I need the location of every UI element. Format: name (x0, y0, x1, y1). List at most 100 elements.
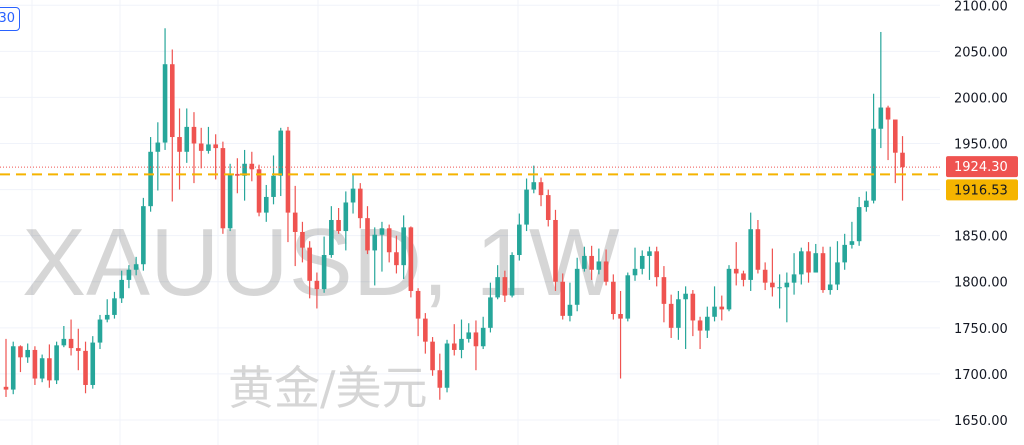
candle-body (126, 269, 132, 280)
candle-body (545, 195, 551, 220)
candle-body (437, 370, 443, 388)
candle-body (198, 143, 204, 151)
candle-body (76, 348, 81, 351)
price-badges: 1924.30 1916.53 (946, 156, 1018, 201)
y-tick-label: 2050.00 (954, 45, 1008, 60)
watermark-symbol: XAUUSD, 1W (22, 209, 620, 316)
candle-body (350, 188, 356, 203)
candle-body (285, 130, 291, 213)
candle-body (625, 275, 631, 319)
candle-body (770, 282, 775, 288)
candle-body (300, 231, 305, 248)
candle-body (61, 338, 67, 346)
candle-body (676, 299, 681, 328)
candle-body (401, 227, 406, 266)
chart-grid (0, 0, 940, 445)
candle-body (227, 173, 233, 229)
candle-body (329, 219, 334, 256)
candle-body (466, 332, 472, 339)
candle-body (560, 281, 566, 316)
candle-body (806, 251, 811, 273)
candle-body (263, 196, 269, 213)
candle-body (784, 282, 790, 288)
candle-body (249, 163, 255, 170)
candle-body (386, 228, 392, 253)
candle-body (574, 268, 580, 305)
candle-body (668, 303, 674, 328)
last-price-badge-label: 1924.30 (954, 160, 1008, 175)
candle-body (690, 293, 696, 321)
candle-body (567, 304, 573, 316)
candle-body (661, 277, 667, 304)
candle-body (509, 255, 515, 296)
y-tick-label: 2100.00 (954, 0, 1008, 14)
price-axis[interactable]: 1650.001700.001750.001800.001850.001900.… (954, 0, 1008, 429)
candle-body (712, 306, 717, 317)
candle-body (799, 251, 804, 275)
candle-body (502, 277, 508, 296)
candle-body (271, 175, 276, 197)
candle-body (97, 319, 103, 343)
candle-body (892, 119, 898, 153)
candle-body (314, 280, 320, 290)
candle-body (444, 343, 450, 388)
candle-body (589, 255, 594, 270)
candle-body (162, 64, 168, 143)
candle-body (835, 262, 840, 285)
candle-body (451, 343, 457, 350)
candle-body (191, 126, 197, 144)
candle-body (791, 274, 797, 283)
candle-body (25, 349, 30, 358)
candle-body (864, 200, 869, 208)
candle-body (878, 107, 884, 129)
y-tick-label: 2000.00 (954, 91, 1008, 106)
candle-body (307, 247, 312, 281)
y-tick-label: 1650.00 (954, 414, 1008, 429)
y-tick-label: 1800.00 (954, 276, 1008, 291)
candle-body (220, 148, 226, 229)
candle-body (112, 298, 117, 315)
y-tick-label: 1850.00 (954, 230, 1008, 245)
level-price-badge: 1916.53 (946, 179, 1018, 201)
candle-body (719, 306, 725, 310)
candle-body (632, 268, 638, 276)
y-tick-label: 1950.00 (954, 137, 1008, 152)
candle-body (849, 241, 855, 245)
candle-body (54, 345, 59, 381)
candle-body (104, 314, 110, 320)
candle-body (235, 173, 240, 176)
level-price-badge-bg (946, 179, 1018, 201)
level-price-badge-label: 1916.53 (954, 183, 1008, 198)
candle-body (184, 126, 190, 152)
candle-body (820, 253, 826, 291)
candle-body (741, 273, 746, 280)
candle-body (654, 251, 659, 278)
watermark-description: 黄金/美元 (228, 361, 428, 415)
candle-body (408, 227, 414, 291)
candle-body (141, 206, 146, 265)
candle-body (372, 234, 378, 251)
candle-body (900, 152, 905, 168)
candle-body (733, 268, 739, 274)
candle-body (639, 255, 645, 269)
candle-body (365, 218, 370, 251)
candle-body (531, 182, 537, 190)
candle-body (705, 316, 710, 331)
candle-body (292, 212, 298, 232)
candle-body (155, 142, 161, 152)
candle-body (517, 224, 522, 256)
candle-body (357, 188, 363, 219)
candle-body (83, 350, 88, 385)
candle-body (278, 130, 284, 176)
candle-body (133, 264, 139, 270)
last-price-badge-bg (946, 156, 1018, 178)
interval-chip[interactable]: 30 (0, 7, 20, 31)
candle-body (842, 244, 847, 263)
candle-body (748, 229, 753, 280)
candle-body (726, 268, 732, 310)
candle-body (177, 137, 182, 152)
candle-body (596, 261, 602, 270)
candle-body (553, 219, 558, 282)
candle-body (39, 358, 45, 379)
